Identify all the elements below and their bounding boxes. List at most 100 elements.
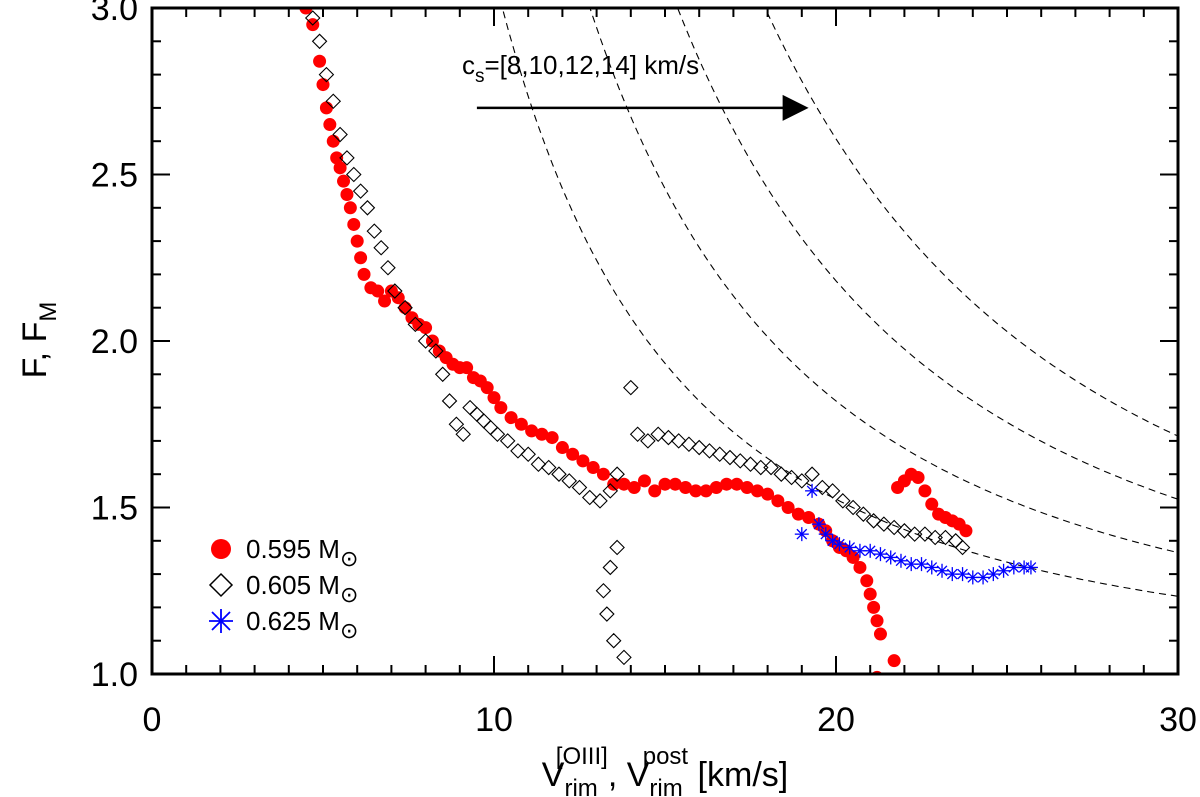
point-red-35 <box>494 401 508 415</box>
point-diamond-23 <box>475 413 492 429</box>
legend-label-0625: 0.625 M⊙ <box>246 606 358 643</box>
point-asterisk-24 <box>1023 560 1038 575</box>
point-red-55 <box>699 484 713 498</box>
point-diamond-35 <box>592 493 608 509</box>
point-diamond-58 <box>763 459 779 476</box>
point-diamond-33 <box>571 479 588 496</box>
annotation-text: cs=[8,10,12,14] km/s <box>462 50 699 87</box>
point-diamond-24 <box>482 419 499 436</box>
point-red-41 <box>555 441 569 455</box>
point-asterisk-22 <box>1006 560 1021 575</box>
legend-entry-0625: 0.625 M⊙ <box>209 606 358 643</box>
legend-marker-red-circle <box>211 539 231 559</box>
point-red-77 <box>873 627 887 641</box>
point-diamond-61 <box>794 473 810 489</box>
x-tick-labels: 0 10 20 30 <box>143 701 1197 739</box>
point-red-38 <box>525 424 539 438</box>
point-red-13 <box>350 234 364 248</box>
legend-entry-0605: 0.605 M⊙ <box>208 570 358 607</box>
point-red-20 <box>391 291 405 305</box>
annotation-arrow <box>476 94 809 121</box>
point-diamond-37 <box>609 466 625 482</box>
point-red-60 <box>750 484 764 498</box>
y-tick-labels: 1.0 1.5 2.0 2.5 3.0 <box>91 0 138 694</box>
point-diamond-56 <box>742 456 759 472</box>
point-diamond-3 <box>325 93 342 110</box>
point-red-83 <box>925 497 939 511</box>
point-red-4 <box>319 101 333 115</box>
point-asterisk-20 <box>986 567 1001 582</box>
point-red-30 <box>460 361 474 375</box>
point-diamond-57 <box>752 459 769 476</box>
legend-label-0595: 0.595 M⊙ <box>246 534 358 571</box>
legend-marker-diamond <box>208 572 234 598</box>
point-red-64 <box>791 507 805 521</box>
point-diamond-47 <box>650 426 666 443</box>
point-red-73 <box>860 574 874 588</box>
point-diamond-46 <box>640 433 656 449</box>
point-asterisk-8 <box>863 543 878 558</box>
point-diamond-40 <box>595 582 612 599</box>
point-diamond-21 <box>462 399 478 416</box>
point-asterisk-9 <box>873 547 888 562</box>
point-diamond-29 <box>530 456 547 472</box>
point-diamond-4 <box>332 126 348 143</box>
legend-entry-0595: 0.595 M⊙ <box>211 534 358 571</box>
x-tick-label-1: 10 <box>475 701 513 739</box>
point-red-47 <box>617 477 631 491</box>
point-red-43 <box>576 454 590 468</box>
point-diamond-48 <box>660 429 677 446</box>
reference-curve-cs-10 <box>589 8 1178 554</box>
point-red-45 <box>596 467 610 481</box>
arrow-head <box>782 94 809 121</box>
point-red-11 <box>343 201 357 215</box>
point-red-8 <box>333 161 347 175</box>
point-diamond-18 <box>441 393 458 409</box>
point-diamond-74 <box>927 529 943 546</box>
point-diamond-11 <box>380 259 396 276</box>
point-diamond-62 <box>804 466 820 482</box>
point-diamond-45 <box>629 426 646 443</box>
point-diamond-70 <box>886 519 902 536</box>
point-diamond-73 <box>917 526 933 542</box>
point-red-40 <box>545 431 559 445</box>
point-diamond-27 <box>510 443 526 459</box>
point-asterisk-2 <box>811 517 826 532</box>
point-red-57 <box>720 477 734 491</box>
point-diamond-50 <box>681 436 697 453</box>
point-asterisk-10 <box>883 550 898 565</box>
point-diamond-69 <box>876 516 892 532</box>
point-diamond-63 <box>814 479 831 496</box>
point-diamond-10 <box>373 239 389 256</box>
point-asterisk-19 <box>976 570 991 585</box>
axis-ticks <box>151 7 1179 675</box>
point-red-15 <box>357 267 371 281</box>
point-asterisk-13 <box>914 557 929 572</box>
point-red-42 <box>566 447 580 461</box>
point-diamond-30 <box>540 459 557 476</box>
point-diamond-34 <box>581 489 598 506</box>
point-diamond-26 <box>499 433 516 449</box>
y-tick-label-3: 2.5 <box>91 157 138 195</box>
point-diamond-52 <box>701 443 718 459</box>
point-red-62 <box>771 494 785 508</box>
point-asterisk-11 <box>893 553 908 568</box>
point-diamond-25 <box>489 426 506 443</box>
point-asterisk-0 <box>794 527 809 542</box>
series-1 <box>304 10 971 666</box>
point-red-63 <box>781 501 795 514</box>
point-red-39 <box>535 427 549 441</box>
point-diamond-22 <box>469 406 485 423</box>
series-layer <box>299 8 1038 674</box>
point-red-49 <box>637 474 651 488</box>
point-diamond-72 <box>906 526 923 542</box>
point-red-48 <box>627 481 641 495</box>
point-diamond-65 <box>835 493 851 509</box>
legend-label-0605: 0.605 M⊙ <box>246 570 358 607</box>
point-diamond-66 <box>845 499 861 516</box>
point-diamond-12 <box>387 283 403 299</box>
point-red-56 <box>709 481 723 495</box>
point-asterisk-6 <box>842 540 857 555</box>
y-tick-label-4: 3.0 <box>91 0 138 28</box>
